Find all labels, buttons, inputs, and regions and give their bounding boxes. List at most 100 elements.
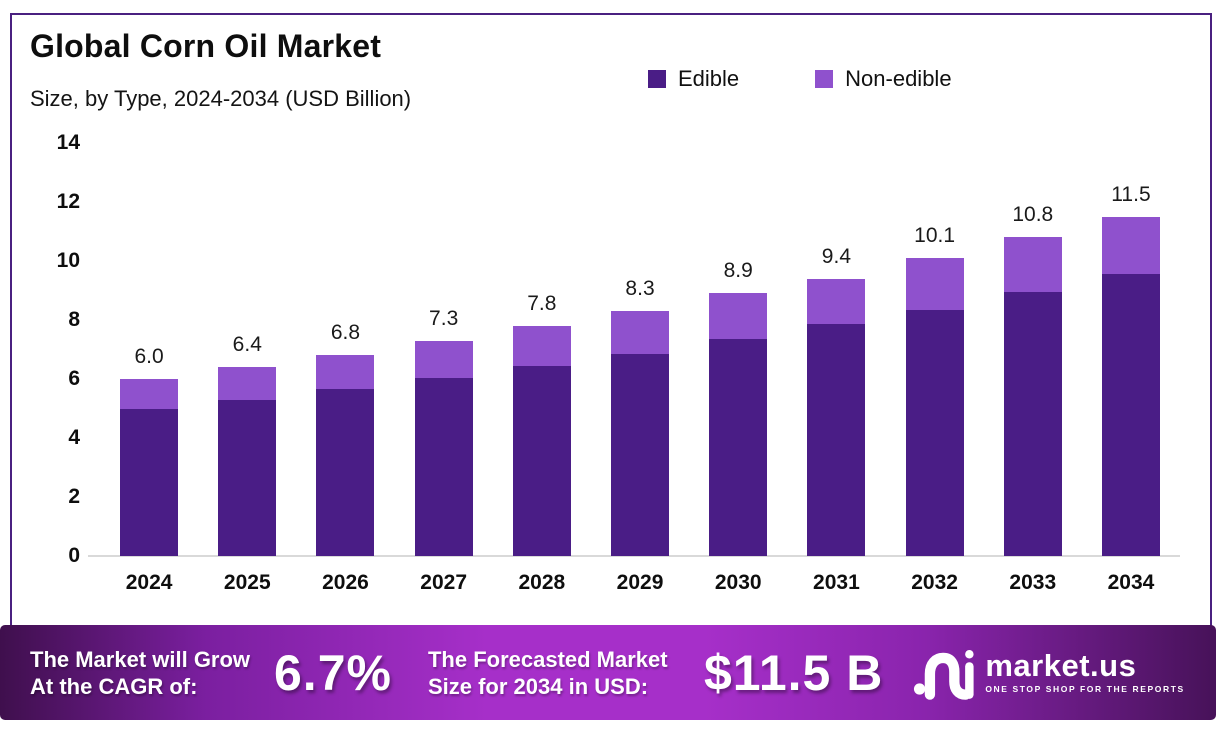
stacked-bar-2025: [218, 367, 277, 556]
bar-2029-non-edible: [611, 311, 670, 354]
stacked-bar-2029: [611, 311, 670, 556]
legend: Edible Non-edible: [648, 66, 952, 92]
x-tick-label-2031: 2031: [813, 571, 860, 594]
bar-column-2024: 6.0 2024: [100, 143, 198, 594]
forecast-label-line2: Size for 2034 in USD:: [427, 673, 649, 699]
bar-2030-non-edible: [709, 293, 768, 340]
stacked-bar-2027: [414, 340, 473, 556]
cagr-label: The Market will Grow At the CAGR of:: [30, 646, 268, 700]
total-label-2034: 11.5: [1111, 182, 1151, 206]
bar-column-2027: 7.3 2027: [395, 143, 493, 594]
forecast-value: $11.5 B: [703, 644, 884, 701]
stacked-bar-2032: [905, 258, 964, 556]
total-label-2025: 6.4: [232, 333, 262, 357]
legend-item-non-edible: Non-edible: [815, 66, 952, 92]
stacked-bar-2030: [709, 293, 768, 556]
stacked-bar-2024: [120, 379, 179, 556]
logo-tagline: ONE STOP SHOP FOR THE REPORTS: [985, 684, 1185, 694]
total-label-2032: 10.1: [914, 224, 956, 248]
total-label-2028: 7.8: [527, 291, 557, 315]
bar-column-2026: 6.8 2026: [296, 143, 394, 594]
bar-2029-edible: [611, 353, 670, 556]
stacked-bar-2034: [1101, 216, 1160, 556]
bar-2032-non-edible: [905, 258, 964, 310]
total-label-2027: 7.3: [429, 306, 459, 330]
x-tick-label-2034: 2034: [1107, 571, 1155, 594]
total-label-2029: 8.3: [625, 277, 655, 301]
legend-label-edible: Edible: [678, 66, 740, 91]
bar-2027-non-edible: [414, 340, 473, 378]
cagr-label-line1: The Market will Grow: [30, 646, 251, 672]
bar-column-2034: 11.5 2034: [1082, 143, 1180, 594]
plot-area: 6.0 2024 6.4 2025 6.8 2026 7.3 2027 7.8 2028 8.3 20…: [100, 143, 1180, 594]
bar-column-2030: 8.9 2030: [689, 143, 787, 594]
bar-column-2032: 10.1 2032: [886, 143, 984, 594]
bar-2031-non-edible: [807, 278, 866, 325]
x-tick-label-2032: 2032: [911, 571, 958, 594]
bar-2033-edible: [1003, 291, 1062, 556]
total-label-2031: 9.4: [821, 244, 852, 268]
y-tick-label: 10: [56, 249, 80, 272]
legend-item-edible: Edible: [648, 66, 739, 92]
cagr-value: 6.7%: [274, 644, 392, 701]
x-tick-label-2033: 2033: [1009, 571, 1057, 594]
page-title: Global Corn Oil Market: [30, 28, 382, 64]
y-tick-label: 2: [68, 485, 80, 508]
bar-column-2029: 8.3 2029: [591, 143, 689, 594]
y-tick-label: 6: [68, 367, 80, 390]
x-tick-label-2024: 2024: [125, 571, 173, 594]
bar-2025-non-edible: [218, 367, 277, 400]
bar-2033-non-edible: [1003, 237, 1062, 292]
bar-column-2025: 6.4 2025: [198, 143, 296, 594]
bar-column-2033: 10.8 2033: [984, 143, 1082, 594]
y-tick-label: 4: [68, 426, 80, 449]
x-axis-line: [88, 555, 1180, 557]
x-tick-label-2026: 2026: [322, 571, 369, 594]
bar-2028-non-edible: [512, 325, 571, 366]
stacked-bar-2026: [316, 355, 375, 556]
bar-2030-edible: [709, 339, 768, 556]
total-label-2024: 6.0: [134, 345, 164, 368]
bar-2026-non-edible: [316, 355, 375, 390]
bar-2031-edible: [807, 324, 866, 556]
x-tick-label-2027: 2027: [420, 571, 468, 594]
total-label-2030: 8.9: [723, 259, 753, 283]
stacked-bar-2033: [1003, 237, 1062, 556]
stacked-bar-2031: [807, 278, 866, 556]
bar-2024-edible: [120, 408, 179, 556]
non-edible-swatch-icon: [815, 70, 834, 88]
chart-subtitle: Size, by Type, 2024-2034 (USD Billion): [30, 86, 412, 111]
x-tick-label-2029: 2029: [616, 571, 664, 594]
bar-column-2031: 9.4 2031: [787, 143, 885, 594]
x-tick-label-2028: 2028: [518, 571, 566, 594]
bar-2034-non-edible: [1101, 216, 1160, 275]
bar-2025-edible: [218, 399, 277, 556]
forecast-label-line1: The Forecasted Market: [427, 646, 668, 672]
marketus-logo: market.us ONE STOP SHOP FOR THE REPORTS: [913, 644, 1184, 702]
bar-2028-edible: [512, 365, 571, 556]
bar-column-2028: 7.8 2028: [493, 143, 591, 594]
bar-2034-edible: [1101, 274, 1160, 556]
x-tick-label-2030: 2030: [714, 571, 762, 594]
y-tick-label: 8: [68, 308, 80, 331]
footer-banner: The Market will Grow At the CAGR of: 6.7…: [0, 625, 1216, 720]
bar-2027-edible: [414, 377, 473, 556]
y-tick-label: 12: [56, 190, 80, 213]
x-tick-label-2025: 2025: [223, 571, 271, 594]
marketus-logo-icon: [914, 649, 974, 700]
y-tick-label: 0: [68, 544, 80, 567]
y-axis: 0 2 4 6 8 10 12 14: [36, 131, 80, 567]
bar-2026-edible: [316, 389, 375, 556]
cagr-label-line2: At the CAGR of:: [30, 673, 198, 699]
stacked-bar-2028: [512, 325, 571, 556]
edible-swatch-icon: [648, 70, 666, 88]
legend-label-non-edible: Non-edible: [845, 66, 952, 91]
total-label-2026: 6.8: [330, 321, 361, 345]
bar-2024-non-edible: [120, 379, 179, 409]
bar-2032-edible: [905, 309, 964, 556]
total-label-2033: 10.8: [1012, 203, 1054, 227]
y-tick-label: 14: [56, 131, 80, 154]
logo-text: market.us: [985, 648, 1137, 683]
forecast-label: The Forecasted Market Size for 2034 in U…: [428, 646, 680, 700]
